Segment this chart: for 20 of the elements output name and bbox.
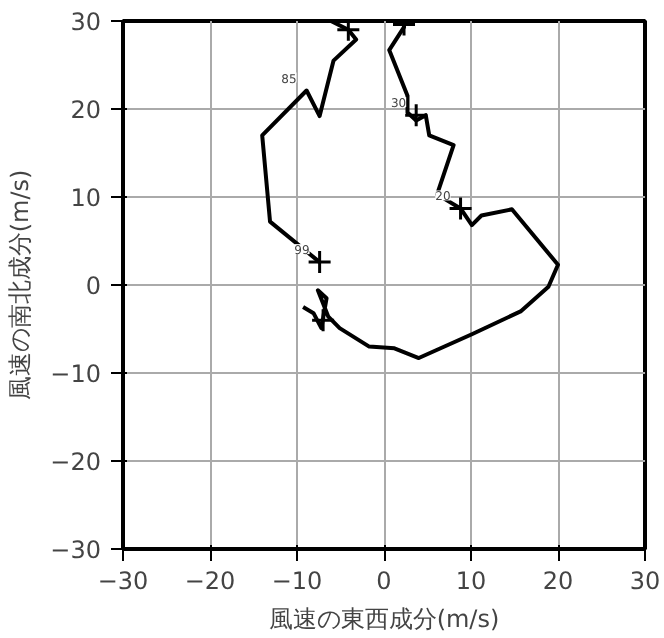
x-tick-label: 30	[629, 567, 661, 595]
x-tick-label: −10	[271, 567, 323, 595]
y-tick-label: 30	[70, 8, 102, 36]
x-tick-label: −30	[97, 567, 149, 595]
y-tick-label: −20	[50, 448, 102, 476]
y-tick-label: −10	[50, 360, 102, 388]
point	[448, 195, 474, 221]
y-tick-label: 10	[70, 184, 102, 212]
y-axis-title: 風速の南北成分(m/s)	[6, 169, 35, 401]
y-tick-label: 0	[85, 272, 102, 300]
x-tick-label: −20	[184, 567, 236, 595]
x-axis-title: 風速の東西成分(m/s)	[268, 605, 500, 633]
point	[307, 249, 333, 275]
point	[403, 102, 429, 128]
y-tick-label: −30	[50, 536, 102, 564]
y-tick-label: 20	[70, 96, 102, 124]
x-tick-label: 10	[455, 567, 487, 595]
x-tick-label: 0	[376, 567, 392, 595]
point	[335, 21, 361, 43]
x-tick-label: 20	[542, 567, 574, 595]
